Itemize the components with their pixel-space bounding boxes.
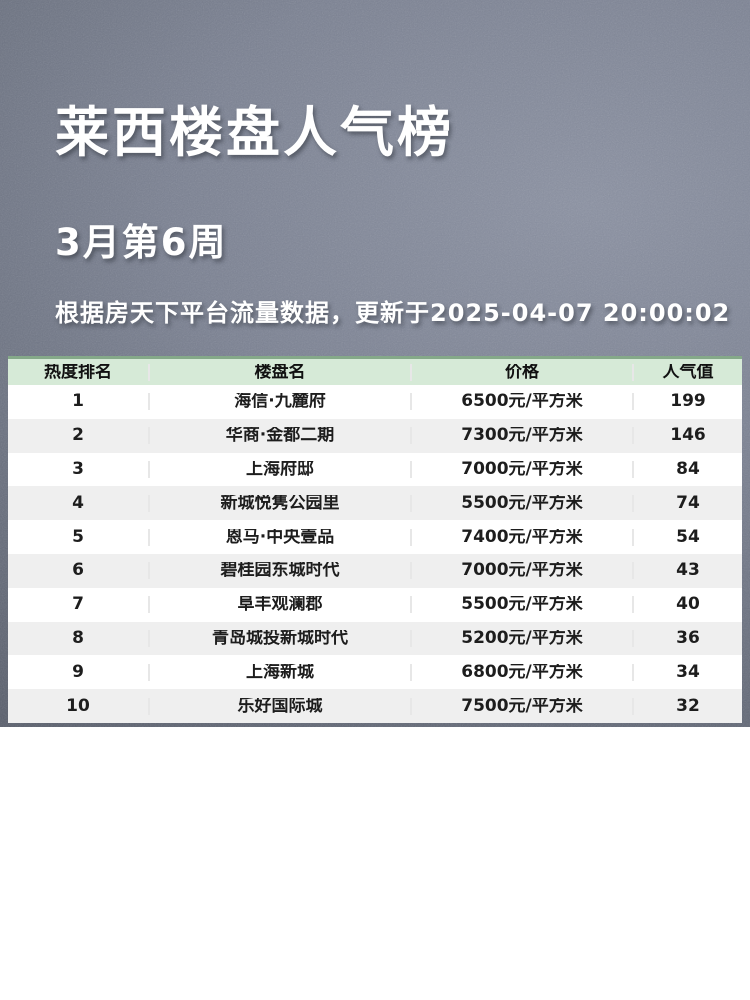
cell-rank: 8 xyxy=(72,629,84,647)
cell-rank: 5 xyxy=(72,528,84,546)
cell-price: 6800元/平方米 xyxy=(410,663,632,681)
cell-popularity: 54 xyxy=(632,528,742,546)
period-subtitle: 3月第6周 xyxy=(55,221,228,264)
cell-popularity: 74 xyxy=(632,494,742,512)
cell-popularity: 36 xyxy=(632,629,742,647)
header-cell-popularity: 人气值 xyxy=(632,363,742,381)
cell-popularity: 32 xyxy=(632,697,742,715)
cell-popularity: 84 xyxy=(632,460,742,478)
table-row: 2 华商·金都二期 7300元/平方米 146 xyxy=(8,418,742,453)
cell-price: 7300元/平方米 xyxy=(410,427,632,445)
cell-price: 5200元/平方米 xyxy=(410,629,632,647)
table-row: 3 上海府邸 7000元/平方米 84 xyxy=(8,452,742,487)
cell-name: 上海新城 xyxy=(148,663,410,681)
cell-rank: 6 xyxy=(72,562,84,580)
table-rows: 1 海信·九麓府 6500元/平方米 199 2 华商·金都二期 7300元/平… xyxy=(8,385,742,723)
cell-price: 7500元/平方米 xyxy=(410,697,632,715)
cell-popularity: 40 xyxy=(632,596,742,614)
data-source-note: 根据房天下平台流量数据，更新于2025-04-07 20:00:02 xyxy=(55,299,731,327)
cell-rank: 3 xyxy=(72,460,84,478)
cell-name: 恩马·中央壹品 xyxy=(148,528,410,546)
cell-rank: 4 xyxy=(72,494,84,512)
table-row: 10 乐好国际城 7500元/平方米 32 xyxy=(8,689,742,723)
cell-price: 5500元/平方米 xyxy=(410,494,632,512)
cell-rank: 9 xyxy=(72,663,84,681)
table-row: 6 碧桂园东城时代 7000元/平方米 43 xyxy=(8,553,742,588)
cell-name: 阜丰观澜郡 xyxy=(148,596,410,614)
cell-popularity: 34 xyxy=(632,663,742,681)
header-cell-price: 价格 xyxy=(410,363,632,381)
cell-name: 上海府邸 xyxy=(148,460,410,478)
table-row: 4 新城悦隽公园里 5500元/平方米 74 xyxy=(8,486,742,521)
table-row: 7 阜丰观澜郡 5500元/平方米 40 xyxy=(8,587,742,622)
ranking-table: 热度排名 楼盘名 价格 人气值 1 海信·九麓府 6500元/平方米 199 2… xyxy=(8,356,742,723)
cell-name: 海信·九麓府 xyxy=(148,393,410,411)
table-row: 1 海信·九麓府 6500元/平方米 199 xyxy=(8,385,742,419)
cell-name: 乐好国际城 xyxy=(148,697,410,715)
cell-price: 5500元/平方米 xyxy=(410,596,632,614)
table-header-row: 热度排名 楼盘名 价格 人气值 xyxy=(8,356,742,385)
cell-name: 华商·金都二期 xyxy=(148,427,410,445)
cell-name: 碧桂园东城时代 xyxy=(148,562,410,580)
cell-popularity: 146 xyxy=(632,427,742,445)
header-cell-rank: 热度排名 xyxy=(44,363,112,381)
cell-rank: 7 xyxy=(72,596,84,614)
cell-rank: 2 xyxy=(72,427,84,445)
cell-popularity: 199 xyxy=(632,393,742,411)
cell-rank: 1 xyxy=(72,393,84,411)
cell-rank: 10 xyxy=(66,697,90,715)
cell-popularity: 43 xyxy=(632,562,742,580)
cell-name: 新城悦隽公园里 xyxy=(148,494,410,512)
cell-price: 7000元/平方米 xyxy=(410,460,632,478)
table-row: 5 恩马·中央壹品 7400元/平方米 54 xyxy=(8,520,742,554)
cell-price: 6500元/平方米 xyxy=(410,393,632,411)
cell-price: 7400元/平方米 xyxy=(410,528,632,546)
cell-price: 7000元/平方米 xyxy=(410,562,632,580)
page-title: 莱西楼盘人气榜 xyxy=(55,101,454,164)
cell-name: 青岛城投新城时代 xyxy=(148,629,410,647)
table-row: 9 上海新城 6800元/平方米 34 xyxy=(8,655,742,690)
header-cell-name: 楼盘名 xyxy=(148,363,410,381)
table-row: 8 青岛城投新城时代 5200元/平方米 36 xyxy=(8,621,742,656)
